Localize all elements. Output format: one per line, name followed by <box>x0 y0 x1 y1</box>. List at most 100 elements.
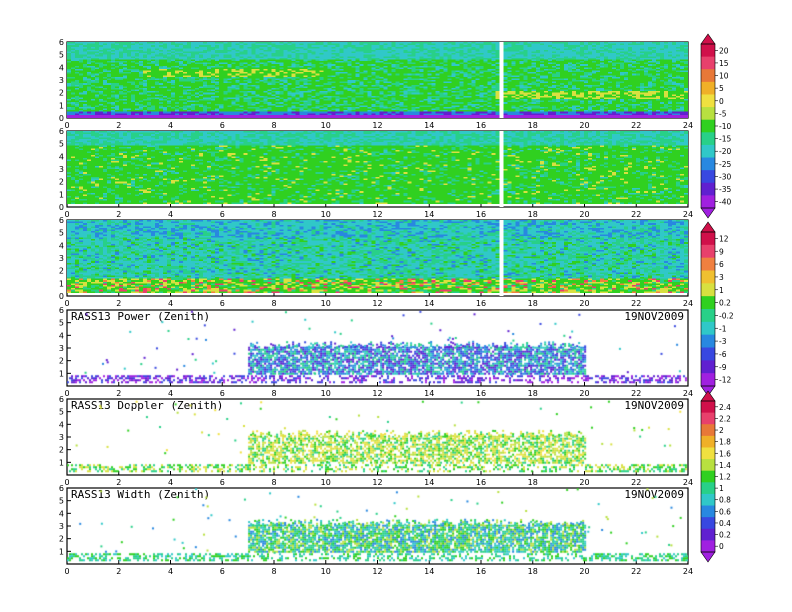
colorbar-top-arrow <box>700 390 716 402</box>
y-tick-label: 1 <box>59 190 64 199</box>
y-tick-label: 2 <box>59 89 64 98</box>
colorbar-label: 0 <box>719 542 724 551</box>
x-tick-label: 20 <box>579 567 589 576</box>
y-tick-label: 2 <box>59 267 64 276</box>
x-tick-label: 10 <box>321 121 331 130</box>
colorbar-label: -1 <box>719 324 727 333</box>
colorbar-segment <box>701 360 715 374</box>
colorbar-segment <box>701 257 715 271</box>
colorbar-segment <box>701 81 715 95</box>
x-tick-label: 22 <box>631 567 641 576</box>
x-tick-label: 14 <box>424 210 434 219</box>
colorbar-label: 2.4 <box>719 403 731 412</box>
x-tick-label: 14 <box>424 299 434 308</box>
colorbar-1: 20 15 10 5 0 -5 -10 -15 -20 -25 -30 -35 -40 <box>700 33 731 219</box>
colorbar-label: -3 <box>719 337 727 346</box>
x-tick-label: 22 <box>631 210 641 219</box>
panel-1-field <box>67 42 688 118</box>
x-tick-label: 8 <box>271 121 276 130</box>
y-tick-label: 6 <box>59 216 64 225</box>
colorbar-bottom-arrow <box>700 551 716 563</box>
colorbar-segment <box>701 447 715 460</box>
x-tick-label: 8 <box>271 389 276 398</box>
x-tick-label: 20 <box>579 478 589 487</box>
colorbar-label: -40 <box>719 198 731 207</box>
y-tick-label: 6 <box>59 38 64 47</box>
x-tick-label: 8 <box>271 478 276 487</box>
x-tick-label: 0 <box>64 299 69 308</box>
x-tick-label: 16 <box>476 478 486 487</box>
y-tick-label: 2 <box>59 357 64 366</box>
colorbar-segment <box>701 119 715 133</box>
colorbar-segment <box>701 283 715 297</box>
x-tick-label: 4 <box>168 567 173 576</box>
x-tick-label: 20 <box>579 210 589 219</box>
x-tick-label: 6 <box>220 567 225 576</box>
colorbar-segment <box>701 321 715 336</box>
x-tick-label: 4 <box>168 389 173 398</box>
y-tick-label: 0 <box>59 292 64 301</box>
colorbar-label: -20 <box>719 147 731 156</box>
x-tick-label: 0 <box>64 389 69 398</box>
colorbar-segment <box>701 157 715 171</box>
x-tick-label: 10 <box>321 210 331 219</box>
colorbar-segment <box>701 69 715 83</box>
colorbar-label: 2.2 <box>719 414 731 423</box>
y-tick-label: 0 <box>59 203 64 212</box>
colorbar-label: 0.2 <box>719 531 731 540</box>
colorbar-segment <box>701 459 715 472</box>
colorbar-label: 10 <box>719 72 729 81</box>
x-tick-label: 12 <box>372 478 382 487</box>
colorbar-segment <box>701 401 715 414</box>
colorbar-label: -12 <box>719 376 731 385</box>
colorbar-segment <box>701 244 715 259</box>
colorbar-segment <box>701 170 715 184</box>
x-tick-label: 2 <box>116 299 121 308</box>
y-tick-label: 4 <box>59 63 64 72</box>
x-tick-label: 2 <box>116 121 121 130</box>
colorbar-segment <box>701 296 715 310</box>
x-tick-label: 18 <box>528 389 538 398</box>
x-tick-label: 22 <box>631 121 641 130</box>
colorbar-label: -0.2 <box>719 311 734 320</box>
colorbar-label: -6 <box>719 350 727 359</box>
colorbar-label: 15 <box>719 59 729 68</box>
colorbar-label: 1.2 <box>719 473 731 482</box>
colorbar-segment <box>701 144 715 159</box>
x-tick-label: 24 <box>683 121 693 130</box>
colorbar-segment <box>701 528 715 541</box>
x-tick-label: 16 <box>476 210 486 219</box>
colorbar-label: 1 <box>719 484 724 493</box>
colorbar-segment <box>701 373 715 387</box>
colorbar-label: 6 <box>719 260 724 269</box>
y-tick-label: 4 <box>59 152 64 161</box>
colorbar-label: 3 <box>719 273 724 282</box>
colorbar-2: 12 9 6 3 1 0.2 -0.2 -1 -3 -6 -9 -12 <box>700 221 734 397</box>
colorbar-segment <box>701 195 715 209</box>
colorbar-segment <box>701 482 715 495</box>
y-tick-label: 4 <box>59 420 64 429</box>
y-tick-label: 6 <box>59 395 64 404</box>
x-tick-label: 0 <box>64 121 69 130</box>
x-tick-label: 22 <box>631 478 641 487</box>
colorbar-label: 1.6 <box>719 449 731 458</box>
colorbar-segment <box>701 182 715 196</box>
panel-6-scatter <box>67 488 688 564</box>
x-tick-label: 24 <box>683 299 693 308</box>
colorbar-segment <box>701 347 715 361</box>
colorbar-label: -35 <box>719 185 731 194</box>
x-tick-label: 10 <box>321 299 331 308</box>
x-tick-label: 16 <box>476 121 486 130</box>
y-tick-label: 1 <box>59 279 64 288</box>
x-tick-label: 24 <box>683 210 693 219</box>
y-tick-label: 1 <box>59 547 64 556</box>
colorbar-label: 12 <box>719 234 729 243</box>
x-tick-label: 0 <box>64 478 69 487</box>
x-tick-label: 12 <box>372 389 382 398</box>
y-tick-label: 5 <box>59 497 64 506</box>
y-tick-label: 5 <box>59 408 64 417</box>
x-tick-label: 4 <box>168 121 173 130</box>
colorbar-segment <box>701 107 715 121</box>
colorbar-segment <box>701 540 715 553</box>
colorbar-segment <box>701 132 715 146</box>
